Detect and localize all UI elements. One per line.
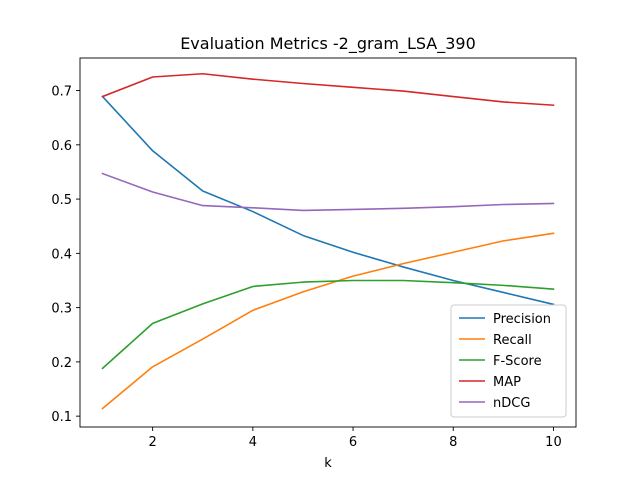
x-tick-label: 4 (249, 435, 257, 450)
legend-label-precision: Precision (493, 312, 551, 327)
y-tick-label: 0.3 (51, 302, 72, 317)
legend-label-f-score: F-Score (493, 354, 542, 369)
y-tick-label: 0.7 (51, 85, 72, 100)
legend-label-ndcg: nDCG (493, 396, 530, 411)
axes-frame (79, 57, 577, 428)
legend-box (450, 304, 567, 418)
x-axis-label: k (324, 456, 332, 471)
y-tick-label: 0.2 (51, 356, 72, 371)
series-line-ndcg (101, 172, 555, 212)
series-line-recall (101, 232, 555, 410)
x-tick-label: 6 (349, 435, 357, 450)
legend-label-recall: Recall (493, 333, 532, 348)
y-tick-label: 0.1 (51, 410, 72, 425)
x-tick-label: 2 (149, 435, 157, 450)
x-tick-label: 8 (449, 435, 457, 450)
x-tick-label: 10 (545, 435, 562, 450)
plot-area: 2 4 6 8 10 0.1 0.2 0.3 0.4 0.5 0.6 0.7 Precision Reca… (51, 57, 577, 450)
series-line-precision (101, 95, 555, 306)
legend-label-map: MAP (493, 375, 521, 390)
series-line-f-score (101, 279, 555, 370)
chart-title: Evaluation Metrics -2_gram_LSA_390 (180, 34, 476, 54)
y-tick-label: 0.6 (51, 139, 72, 154)
y-tick-label: 0.4 (51, 247, 72, 262)
y-tick-label: 0.5 (51, 193, 72, 208)
series-line-map (101, 72, 555, 107)
